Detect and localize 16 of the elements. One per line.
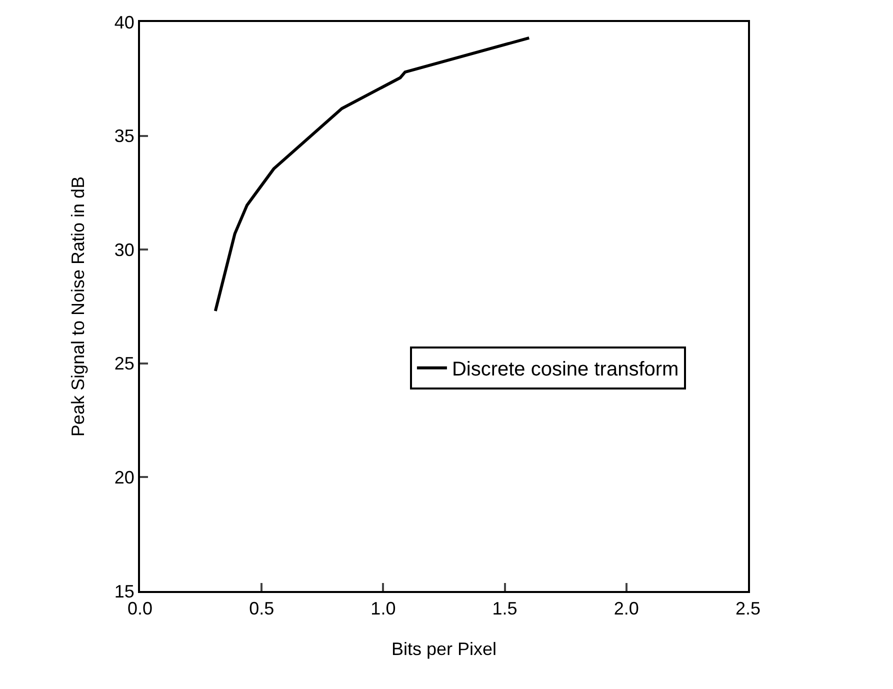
y-tick-label: 15	[114, 581, 134, 602]
legend-label: Discrete cosine transform	[452, 358, 679, 381]
y-tick-label: 30	[114, 240, 134, 260]
x-tick-label: 0.0	[127, 598, 153, 619]
line-series	[214, 36, 531, 313]
x-tick-label: 1.5	[492, 598, 518, 619]
x-tick-label: 2.0	[614, 598, 639, 619]
y-tick-label: 25	[114, 354, 134, 374]
y-tick-label: 40	[114, 12, 134, 32]
x-tick-label: 0.5	[249, 598, 274, 619]
y-tick-label: 35	[114, 126, 134, 146]
y-tick-label: 20	[114, 468, 134, 488]
x-tick-label: 2.5	[735, 598, 761, 619]
x-axis-title: Bits per Pixel	[391, 639, 497, 660]
y-axis-title: Peak Signal to Noise Ratio in dB	[68, 176, 88, 437]
x-tick-label: 1.0	[370, 598, 396, 619]
